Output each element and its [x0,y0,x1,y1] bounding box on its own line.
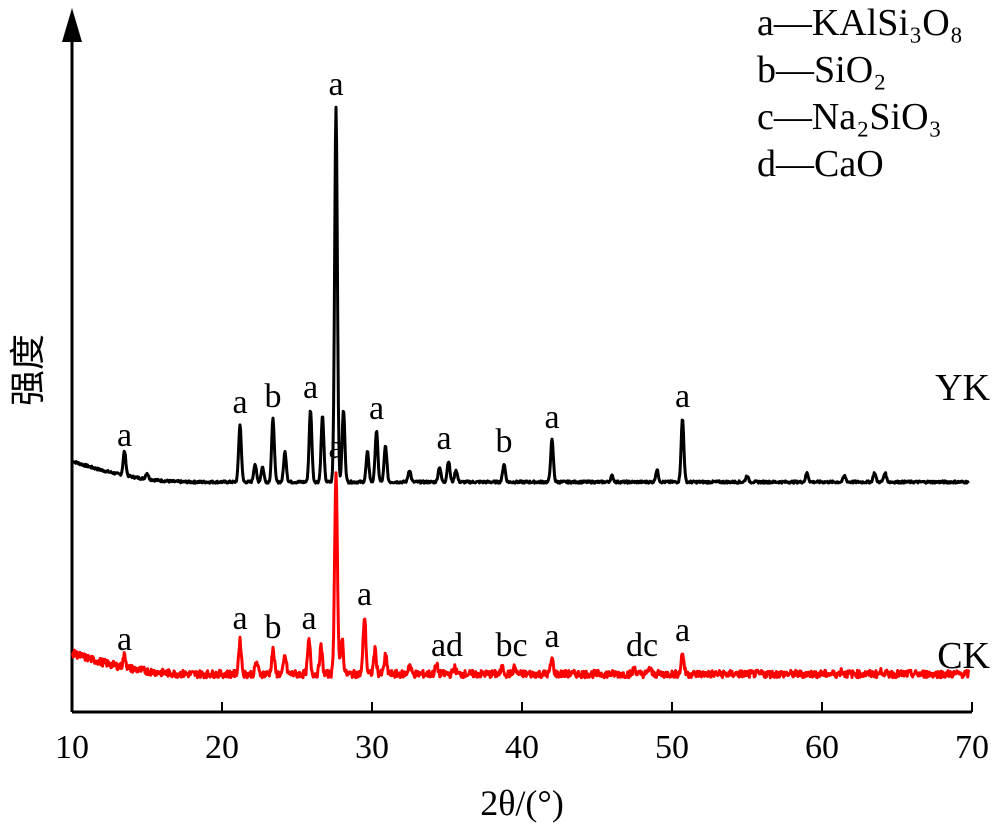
legend: a—KAlSi₃O₈ b—SiO₂ c—Na₂SiO₃ d—CaO [757,2,963,185]
peak-label: a [328,429,343,466]
x-tick-label: 20 [205,729,239,766]
series-line-ck [71,471,971,680]
peak-label: ad [431,627,463,664]
peak-label: a [369,390,384,427]
peak-label: a [117,621,132,658]
peak-label: a [232,384,247,421]
x-tick-label: 70 [955,729,989,766]
x-tick-label: 10 [55,729,89,766]
legend-entry-a: a—KAlSi₃O₈ [757,2,963,44]
peak-label: a [301,600,316,637]
peak-label: a [436,420,451,457]
series-label-ck: CK [937,635,990,677]
peak-label: a [675,378,690,415]
peak-label: b [265,378,282,415]
x-tick-label: 50 [655,729,689,766]
peak-label: a [303,369,318,406]
y-axis-arrow [62,8,82,42]
y-axis-label: 强度 [8,334,49,406]
x-axis-label: 2θ/(°) [480,783,564,823]
x-tick-label: 60 [805,729,839,766]
legend-entry-b: b—SiO₂ [757,49,886,91]
peak-label: b [265,609,282,646]
legend-entry-d: d—CaO [757,143,884,185]
x-tick-label: 30 [355,729,389,766]
peak-label: a [544,618,559,655]
peak-label: a [544,399,559,436]
series-label-yk: YK [935,367,990,409]
peak-label: a [328,66,343,103]
legend-entry-c: c—Na₂SiO₃ [757,96,942,138]
peak-label: dc [626,627,658,664]
x-tick-label: 40 [505,729,539,766]
series-layer [71,105,971,680]
x-axis-ticks: 10 20 30 40 50 60 70 [55,702,989,766]
peak-label: a [675,612,690,649]
peak-label: b [496,423,513,460]
peak-label: a [117,417,132,454]
series-line-yk [71,105,970,485]
peak-label: a [357,576,372,613]
peak-label: a [232,600,247,637]
peak-label: bc [495,627,527,664]
